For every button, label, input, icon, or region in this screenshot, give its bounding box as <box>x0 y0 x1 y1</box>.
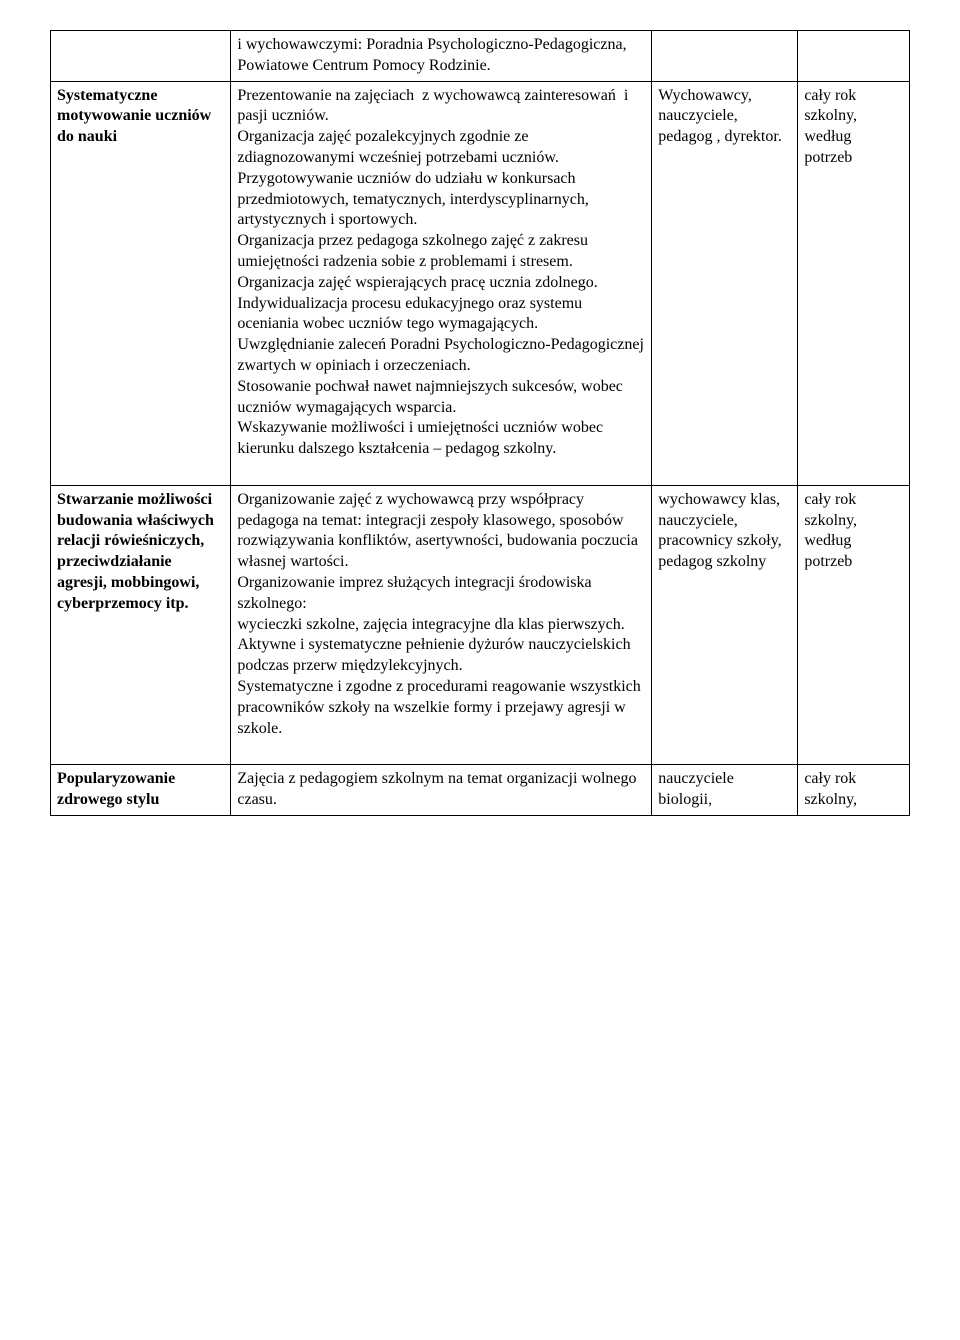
cell-text: Organizowanie zajęć z wychowawcą przy ws… <box>237 491 644 737</box>
cell-timeframe: cały rok szkolny, według potrzeb <box>798 485 910 764</box>
cell-timeframe: cały rok szkolny, według potrzeb <box>798 81 910 485</box>
cell-responsible: Wychowawcy, nauczyciele, pedagog , dyrek… <box>652 81 798 485</box>
cell-text: nauczyciele biologii, <box>658 770 738 808</box>
cell-timeframe <box>798 31 910 82</box>
cell-responsible: nauczyciele biologii, <box>652 765 798 816</box>
cell-description: Prezentowanie na zajęciach z wychowawcą … <box>231 81 652 485</box>
cell-text: Stwarzanie możliwości budowania właściwy… <box>57 491 218 612</box>
cell-description: Organizowanie zajęć z wychowawcą przy ws… <box>231 485 652 764</box>
cell-responsible <box>652 31 798 82</box>
document-table: i wychowawczymi: Poradnia Psychologiczno… <box>50 30 910 816</box>
cell-text: wychowawcy klas, nauczyciele, pracownicy… <box>658 491 785 570</box>
cell-text: Zajęcia z pedagogiem szkolnym na temat o… <box>237 770 640 808</box>
cell-text: cały rok szkolny, <box>804 770 860 808</box>
cell-title: Systematyczne motywowanie uczniów do nau… <box>51 81 231 485</box>
table-row: Popularyzowanie zdrowego stylu Zajęcia z… <box>51 765 910 816</box>
cell-timeframe: cały rok szkolny, <box>798 765 910 816</box>
cell-title: Stwarzanie możliwości budowania właściwy… <box>51 485 231 764</box>
cell-title <box>51 31 231 82</box>
cell-text: cały rok szkolny, według potrzeb <box>804 87 861 166</box>
cell-text: Systematyczne motywowanie uczniów do nau… <box>57 87 215 146</box>
cell-description: Zajęcia z pedagogiem szkolnym na temat o… <box>231 765 652 816</box>
cell-text: cały rok szkolny, według potrzeb <box>804 491 861 570</box>
table-row: Systematyczne motywowanie uczniów do nau… <box>51 81 910 485</box>
cell-text: Wychowawcy, nauczyciele, pedagog , dyrek… <box>658 87 782 146</box>
cell-text: Prezentowanie na zajęciach z wychowawcą … <box>237 87 648 458</box>
cell-description: i wychowawczymi: Poradnia Psychologiczno… <box>231 31 652 82</box>
cell-title: Popularyzowanie zdrowego stylu <box>51 765 231 816</box>
cell-responsible: wychowawcy klas, nauczyciele, pracownicy… <box>652 485 798 764</box>
table-row: i wychowawczymi: Poradnia Psychologiczno… <box>51 31 910 82</box>
cell-text: Popularyzowanie zdrowego stylu <box>57 770 179 808</box>
cell-text: i wychowawczymi: Poradnia Psychologiczno… <box>237 36 630 74</box>
table-row: Stwarzanie możliwości budowania właściwy… <box>51 485 910 764</box>
